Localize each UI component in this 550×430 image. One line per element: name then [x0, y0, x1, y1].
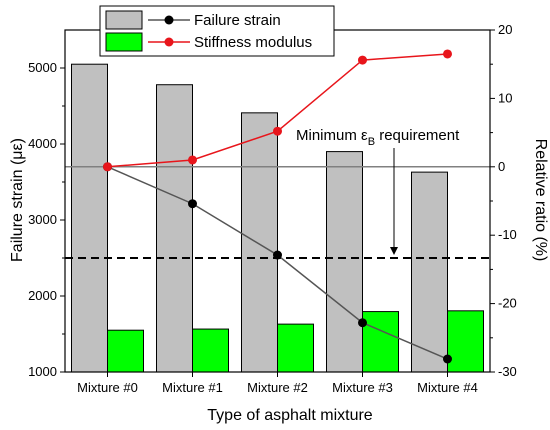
bar-failure-strain-1	[156, 84, 193, 373]
bar-stiffness-modulus-2	[277, 323, 314, 373]
legend: Failure strain Stiffness modulus	[99, 5, 335, 57]
y-tick-label-1: 2000	[28, 288, 57, 303]
point-failure-strain-1	[188, 199, 197, 209]
annotation-prefix: Minimum ε	[296, 127, 368, 144]
bar-failure-strain-4	[411, 171, 448, 373]
y-axis-title: Failure strain (με)	[9, 138, 26, 262]
point-failure-strain-4	[443, 354, 452, 364]
legend-label-stiffness-modulus: Stiffness modulus	[194, 34, 312, 51]
point-failure-strain-2	[273, 250, 282, 260]
x-tick-label-4: Mixture #4	[417, 380, 478, 395]
point-stiffness-modulus-3	[358, 55, 367, 65]
x-axis-title: Type of asphalt mixture	[207, 407, 373, 424]
y-tick-label-2: 3000	[28, 212, 57, 227]
annotation-arrow-head	[390, 247, 398, 255]
y2-tick-label-0: -30	[498, 364, 517, 379]
bar-failure-strain-2	[241, 112, 278, 373]
series-lines	[103, 49, 452, 364]
annotation-suffix: requirement	[375, 127, 460, 144]
x-tick-label-3: Mixture #3	[332, 380, 393, 395]
y-tick-label-3: 4000	[28, 136, 57, 151]
x-tick-label-0: Mixture #0	[77, 380, 138, 395]
bar-stiffness-modulus-3	[362, 311, 399, 373]
point-stiffness-modulus-0	[103, 162, 112, 172]
requirement-annotation: Minimum εB requirement	[296, 127, 460, 148]
y2-tick-label-1: -20	[498, 296, 517, 311]
x-tick-label-2: Mixture #2	[247, 380, 308, 395]
annotation: Minimum εB requirement	[296, 127, 460, 255]
point-stiffness-modulus-2	[273, 126, 282, 136]
bar-stiffness-modulus-1	[192, 328, 229, 373]
legend-marker-stiffness-modulus	[164, 37, 174, 47]
point-stiffness-modulus-4	[443, 49, 452, 59]
legend-swatch-stiffness-modulus-bar	[105, 32, 143, 52]
bar-stiffness-modulus-4	[447, 310, 484, 373]
bars-layer	[71, 63, 484, 373]
point-stiffness-modulus-1	[188, 155, 197, 165]
y-tick-label-0: 1000	[28, 364, 57, 379]
legend-label-failure-strain: Failure strain	[194, 12, 281, 29]
bar-failure-strain-3	[326, 151, 363, 373]
axes: 1000 2000 3000 4000 5000 -30 -20 -10 0 10 20 Mixtur…	[28, 22, 517, 395]
bar-failure-strain-0	[71, 63, 108, 373]
x-tick-label-1: Mixture #1	[162, 380, 223, 395]
legend-marker-failure-strain	[164, 15, 174, 25]
bar-stiffness-modulus-0	[107, 329, 144, 373]
annotation-subscript: B	[368, 136, 375, 148]
y2-tick-label-3: 0	[498, 159, 505, 174]
y-tick-label-4: 5000	[28, 60, 57, 75]
legend-swatch-failure-strain-bar	[105, 10, 143, 30]
y2-tick-label-4: 10	[498, 90, 512, 105]
point-failure-strain-3	[358, 318, 367, 328]
y2-axis-title: Relative ratio (%)	[532, 139, 549, 262]
y2-tick-label-5: 20	[498, 22, 512, 37]
y2-tick-label-2: -10	[498, 227, 517, 242]
